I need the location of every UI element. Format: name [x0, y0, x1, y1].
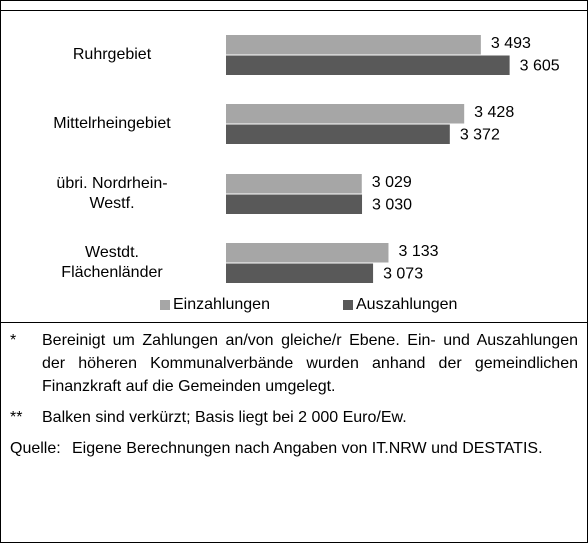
- bar: [226, 194, 363, 214]
- bar: [226, 35, 481, 55]
- note-marker: Quelle:: [10, 440, 61, 457]
- legend-swatch: [160, 300, 170, 310]
- category-label: Mittelrheingebiet: [53, 115, 171, 132]
- legend-swatch: [343, 300, 353, 310]
- category-label: Ruhrgebiet: [72, 46, 152, 63]
- bar: [226, 174, 362, 194]
- legend-label: Auszahlungen: [356, 296, 457, 313]
- value-label: 3 605: [520, 57, 560, 74]
- bar: [226, 243, 389, 263]
- bar: [226, 104, 465, 124]
- bar: [226, 55, 510, 75]
- chart: 3 493 3 605 3 428 3 372 3 029 3 030 3 133 3 073…: [0, 10, 588, 323]
- notes: * Bereinigt um Zahlungen an/von gleiche/r…: [0, 323, 586, 460]
- bar: [226, 124, 450, 144]
- value-label: 3 133: [398, 243, 438, 260]
- legend-label: Einzahlungen: [173, 296, 270, 313]
- value-label: 3 428: [474, 104, 514, 121]
- value-label: 3 030: [372, 196, 412, 213]
- category-label: Westdt. Flächenländer: [61, 244, 163, 281]
- note-marker: *: [10, 332, 17, 349]
- bar: [226, 263, 374, 283]
- value-label: 3 372: [460, 126, 500, 143]
- note-text: Balken sind verkürzt; Basis liegt bei 2 …: [42, 409, 407, 426]
- note-text: Eigene Berechnungen nach Angaben von IT.…: [72, 440, 543, 457]
- note-text: Bereinigt um Zahlungen an/von gleiche/r …: [42, 332, 578, 395]
- note: * Bereinigt um Zahlungen an/von gleiche/r…: [0, 329, 586, 398]
- note: ** Balken sind verkürzt; Basis liegt bei …: [0, 406, 586, 429]
- category-label: übri. Nordrhein- Westf.: [56, 175, 168, 212]
- value-label: 3 493: [491, 35, 531, 52]
- value-label: 3 073: [383, 265, 423, 282]
- value-label: 3 029: [372, 174, 412, 191]
- note: Quelle: Eigene Berechnungen nach Angaben …: [0, 437, 586, 460]
- note-marker: **: [10, 409, 23, 426]
